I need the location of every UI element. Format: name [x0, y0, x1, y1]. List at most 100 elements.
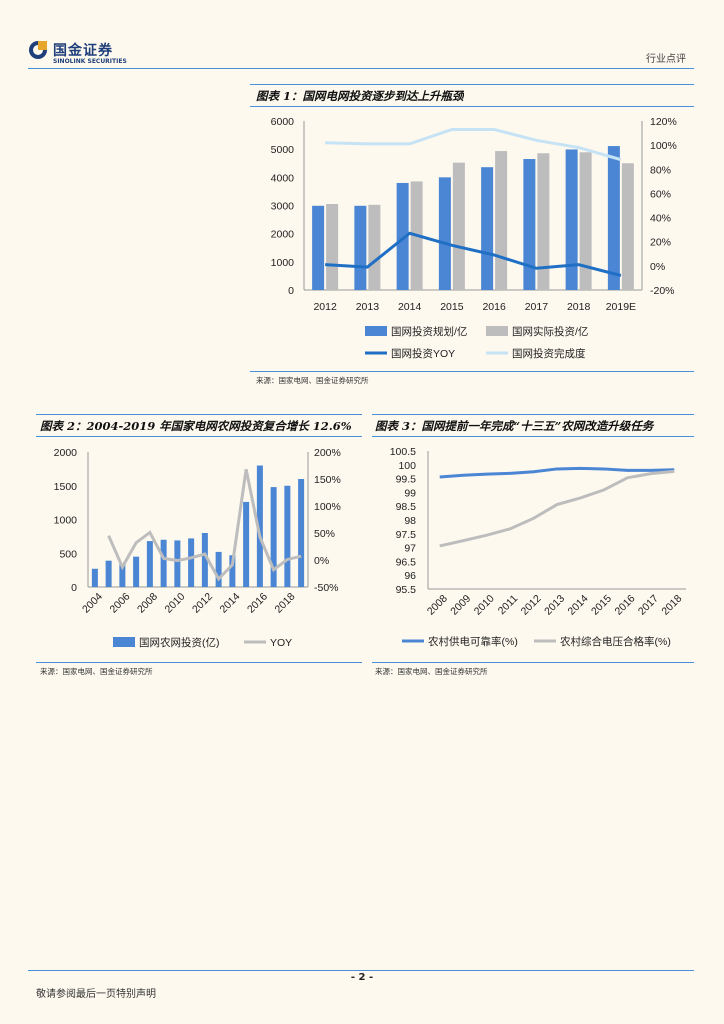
bar-actual [621, 163, 634, 290]
y-tick-label: 97 [404, 543, 416, 555]
fig2-bottom-rule [36, 662, 362, 663]
fig2-source: 来源：国家电网、国金证券研究所 [40, 667, 153, 676]
x-tick-label: 2016 [245, 591, 270, 616]
bar-actual [579, 152, 592, 290]
fig1-source: 来源：国家电网、国金证券研究所 [256, 376, 369, 385]
x-tick-label: 2018 [567, 301, 591, 313]
x-tick-label: 2006 [107, 591, 132, 616]
x-tick-label: 2015 [589, 593, 614, 618]
x-tick-label: 2017 [525, 301, 549, 313]
bar-plan [607, 146, 620, 290]
y-right-tick-label: 120% [650, 116, 677, 128]
x-tick-label: 2019E [606, 301, 636, 313]
x-tick-label: 2014 [398, 301, 422, 313]
fig2-title-rule [36, 436, 362, 437]
y-right-tick-label: -20% [650, 285, 675, 297]
brand-name-en: SINOLINK SECURITIES [53, 58, 127, 65]
x-tick-label: 2014 [566, 593, 591, 618]
bar-actual [368, 204, 381, 290]
x-tick-label: 2008 [425, 593, 450, 618]
y-tick-label: 100.5 [390, 446, 416, 458]
bar-rural-investment [188, 538, 195, 587]
y-right-tick-label: 0% [650, 261, 665, 273]
y-right-tick-label: 20% [650, 237, 671, 249]
bar-plan [354, 205, 367, 290]
x-tick-label: 2013 [542, 593, 567, 618]
bar-plan [523, 159, 536, 290]
bar-actual [326, 203, 339, 290]
y-left-tick-label: 6000 [271, 116, 295, 128]
y-tick-label: 95.5 [396, 584, 417, 596]
bar-rural-investment [229, 555, 236, 587]
bar-rural-investment [105, 560, 112, 587]
bar-plan [438, 177, 451, 290]
x-tick-label: 2016 [482, 301, 506, 313]
y-left-tick-label: 0 [71, 582, 77, 594]
legend-label: 国网投资规划/亿 [391, 325, 467, 338]
fig2-top-rule [36, 414, 362, 415]
y-left-tick-label: 3000 [271, 201, 295, 213]
bar-actual [452, 162, 465, 290]
y-right-tick-label: 100% [314, 501, 341, 513]
bar-rural-investment [91, 568, 98, 587]
bar-actual [537, 153, 550, 290]
x-tick-label: 2010 [472, 593, 497, 618]
fig2-chart: 0 500 1000 1500 2000 -50% 0% 50% 100% 150% 200% 200… [54, 447, 341, 649]
legend-label: 国网投资完成度 [512, 347, 586, 360]
line-completion [325, 127, 622, 162]
y-right-tick-label: 60% [650, 188, 671, 200]
y-left-tick-label: 4000 [271, 172, 295, 184]
bar-rural-investment [215, 551, 222, 587]
x-tick-label: 2010 [162, 591, 187, 616]
line-yoy [107, 468, 302, 582]
x-tick-label: 2017 [636, 593, 661, 618]
legend-label: 农村供电可靠率(%) [428, 635, 518, 648]
bar-plan [396, 182, 409, 290]
x-tick-label: 2014 [217, 591, 242, 616]
y-right-tick-label: 40% [650, 213, 671, 225]
line-reliability [439, 466, 675, 479]
x-tick-label: 2015 [440, 301, 464, 313]
y-tick-label: 100 [398, 460, 416, 472]
bar-rural-investment [284, 485, 291, 587]
y-right-tick-label: 50% [314, 528, 335, 540]
bar-plan [565, 149, 578, 290]
legend-label: 国网农网投资(亿) [139, 636, 220, 649]
fig3-title: 图表 3：国网提前一年完成“十三五”农网改造升级任务 [375, 419, 654, 433]
y-tick-label: 96 [404, 570, 416, 582]
legend-label: 国网投资YOY [391, 347, 455, 360]
x-tick-label: 2018 [659, 593, 684, 618]
bar-rural-investment [133, 556, 140, 587]
bar-rural-investment [256, 465, 263, 587]
bar-plan [481, 167, 494, 290]
bar-rural-investment [243, 501, 250, 587]
y-right-tick-label: 200% [314, 447, 341, 459]
bar-rural-investment [174, 540, 181, 587]
legend-label: 农村综合电压合格率(%) [560, 635, 671, 648]
fig1-title-rule [250, 106, 694, 107]
x-tick-label: 2018 [272, 591, 297, 616]
legend-label: YOY [270, 637, 292, 649]
bar-rural-investment [146, 541, 153, 587]
y-tick-label: 98.5 [396, 501, 417, 513]
x-tick-label: 2013 [356, 301, 380, 313]
y-right-tick-label: 0% [314, 555, 329, 567]
x-tick-label: 2016 [612, 593, 637, 618]
bar-rural-investment [201, 533, 208, 587]
report-category: 行业点评 [646, 54, 686, 65]
bar-rural-investment [298, 479, 305, 587]
y-tick-label: 97.5 [396, 529, 417, 541]
legend-label: 国网实际投资/亿 [512, 325, 588, 338]
fig3-top-rule [372, 414, 694, 415]
y-left-tick-label: 2000 [54, 447, 78, 459]
fig1-bottom-rule [250, 371, 694, 372]
fig2-title: 图表 2：2004-2019 年国家电网农网投资复合增长 12.6% [40, 419, 352, 433]
fig3-source: 来源：国家电网、国金证券研究所 [375, 667, 488, 676]
line-voltage-pass-rate [439, 469, 675, 548]
x-tick-label: 2012 [519, 593, 544, 618]
y-left-tick-label: 5000 [271, 144, 295, 156]
y-right-tick-label: 100% [650, 140, 677, 152]
fig1-title: 图表 1：国网电网投资逐步到达上升瓶颈 [256, 89, 464, 103]
footer-divider [28, 970, 694, 971]
y-left-tick-label: 1000 [54, 515, 78, 527]
